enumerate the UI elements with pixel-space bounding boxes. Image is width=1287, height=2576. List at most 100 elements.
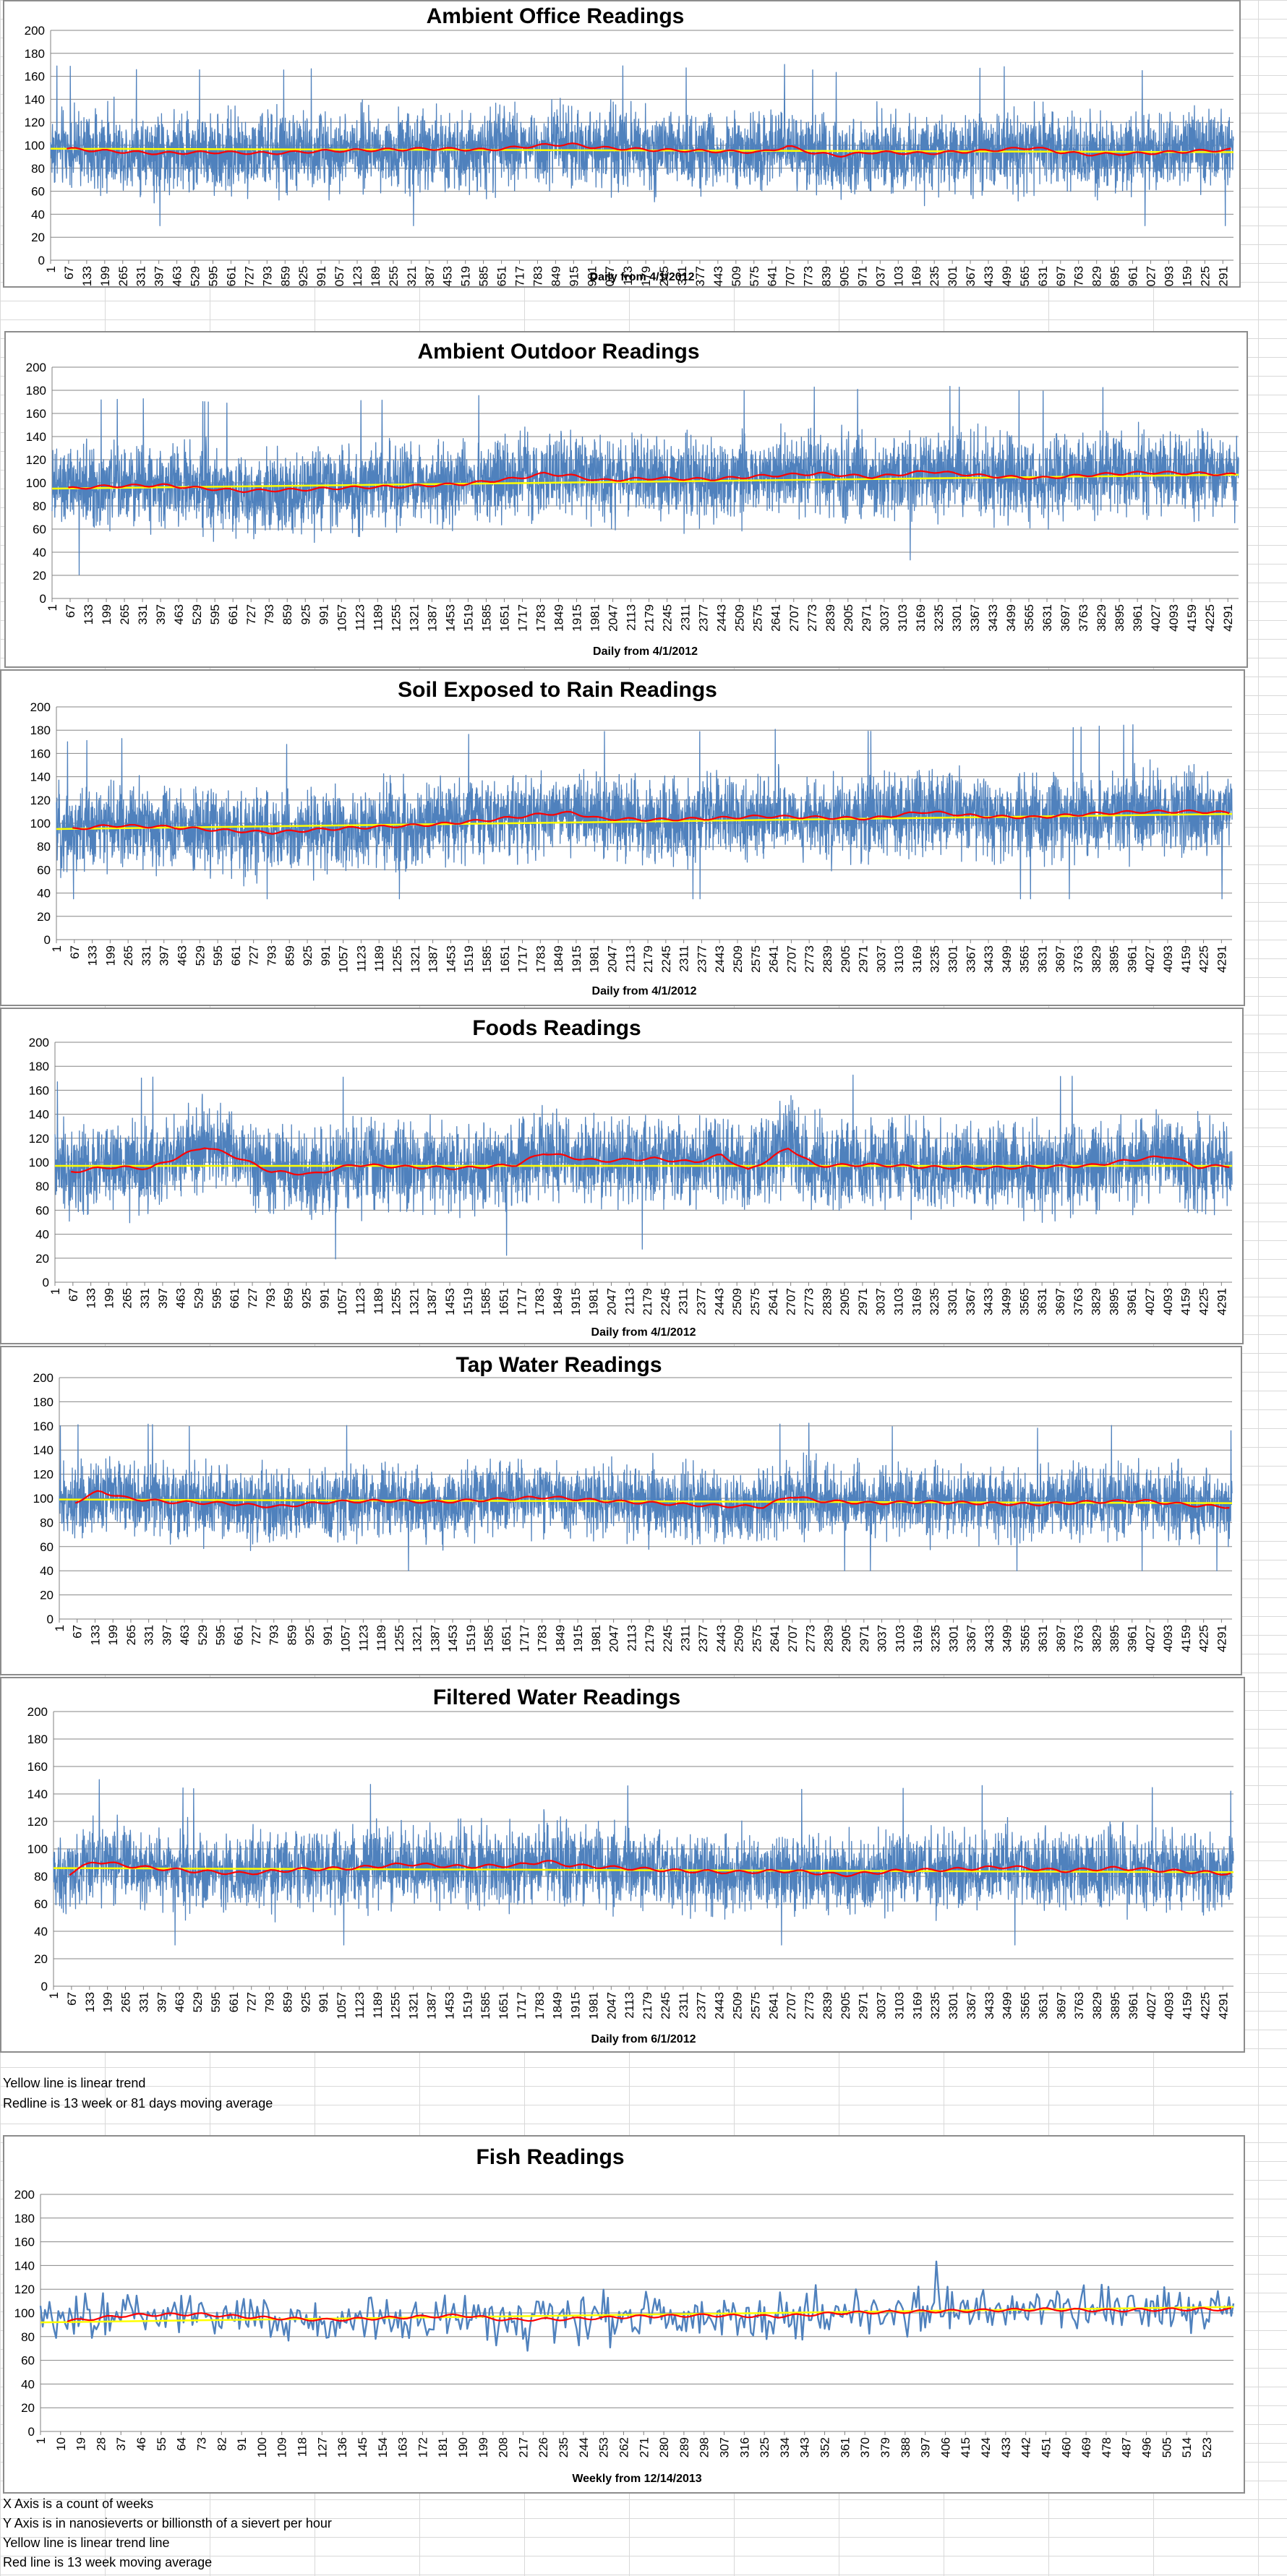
filtered-water-readings-y-tick-label: 60 [34,1897,48,1911]
tap-water-readings-x-tick-label: 3829 [1090,1625,1103,1652]
ambient-outdoor-readings-x-tick-label: 2707 [787,604,801,632]
chart-ambient-office-svg: Ambient Office Readings02040608010012014… [25,4,1234,286]
soil-exposed-to-rain-readings-x-tick-label: 2839 [821,945,834,973]
tap-water-readings-x-tick-label: 2245 [661,1625,675,1652]
foods-readings-x-tick-label: 2245 [659,1288,672,1315]
filtered-water-readings-x-tick-label: 2575 [748,1992,762,2019]
ambient-outdoor-readings-x-tick-label: 4159 [1185,604,1199,632]
foods-readings-y-tick-label: 140 [29,1108,49,1122]
filtered-water-readings-x-tick-label: 2971 [857,1992,871,2019]
soil-exposed-to-rain-readings-x-tick-label: 4291 [1215,945,1228,973]
tap-water-readings-x-tick-label: 331 [142,1625,156,1645]
ambient-outdoor-readings-x-tick-label: 397 [154,604,168,624]
ambient-office-readings-x-tick-label: 1915 [567,266,581,286]
soil-exposed-to-rain-readings-x-tick-label: 1123 [354,945,368,972]
ambient-outdoor-readings-x-tick-label: 2113 [625,604,638,631]
ambient-outdoor-readings-readings-line [51,385,1239,575]
ambient-outdoor-readings-y-tick-label: 140 [26,430,46,444]
ambient-office-readings-x-tick-label: 1651 [495,266,509,286]
foods-readings-x-tick-label: 3037 [874,1288,888,1315]
foods-readings-x-tick-label: 727 [246,1288,260,1308]
ambient-office-readings-x-tick-label: 1321 [405,266,419,286]
foods-readings-x-tick-label: 1651 [497,1288,511,1315]
ambient-office-readings-x-tick-label: 793 [260,266,274,286]
ambient-office-readings-x-tick-label: 2905 [837,266,851,286]
foods-readings-x-tick-label: 1255 [390,1288,403,1315]
tap-water-readings-x-tick-label: 1783 [536,1625,550,1652]
foods-readings-x-tick-label: 4159 [1179,1288,1193,1315]
fish-readings-x-tick-label: 1 [34,2437,48,2444]
ambient-outdoor-readings-x-tick-label: 1717 [516,604,529,632]
fish-readings-y-tick-label: 100 [14,2306,35,2320]
soil-exposed-to-rain-readings-x-tick-label: 397 [158,945,171,966]
tap-water-readings-readings-line [59,1422,1233,1571]
tap-water-readings-x-tick-label: 2179 [643,1625,657,1652]
soil-exposed-to-rain-readings-y-tick-label: 120 [30,794,51,807]
ambient-office-readings-x-tick-label: 1519 [459,266,473,286]
tap-water-readings-x-tick-label: 1387 [428,1625,442,1652]
tap-water-readings-x-tick-label: 3367 [965,1625,978,1652]
ambient-outdoor-readings-y-tick-label: 40 [33,546,46,559]
ambient-outdoor-readings-x-tick-label: 4225 [1203,604,1217,632]
foods-readings-x-tick-label: 463 [174,1288,188,1308]
fish-readings-y-tick-label: 20 [21,2401,35,2415]
ambient-outdoor-readings-x-tick-label: 1519 [461,604,475,632]
foods-readings-x-tick-label: 3763 [1072,1288,1085,1315]
ambient-outdoor-readings-x-tick-label: 3763 [1077,604,1090,632]
soil-exposed-to-rain-readings-x-tick-label: 2377 [695,945,709,973]
soil-exposed-to-rain-readings-y-tick-label: 200 [30,700,51,714]
fish-readings-x-tick-label: 190 [456,2437,470,2457]
soil-exposed-to-rain-readings-x-tick-label: 4027 [1143,945,1157,973]
ambient-office-readings-y-tick-label: 0 [38,254,45,267]
filtered-water-readings-x-tick-label: 2311 [677,1992,690,2019]
ambient-office-readings-x-tick-label: 1981 [585,266,599,286]
ambient-outdoor-readings-y-tick-label: 20 [33,569,46,583]
foods-readings-x-tick-label: 595 [210,1288,223,1308]
filtered-water-readings-x-tick-label: 595 [209,1992,223,2012]
ambient-office-readings-x-tick-label: 67 [62,266,76,280]
fish-readings-y-tick-label: 180 [14,2212,35,2225]
ambient-office-readings-x-tick-label: 3367 [964,266,978,286]
ambient-outdoor-readings-x-tick-label: 991 [317,604,330,624]
soil-exposed-to-rain-readings-x-tick-label: 265 [121,945,135,966]
tap-water-readings-x-tick-label: 3169 [911,1625,925,1652]
fish-readings-x-tick-label: 451 [1039,2437,1053,2457]
foods-readings-x-tick-label: 2773 [802,1288,816,1315]
foods-readings-x-tick-label: 1981 [587,1288,601,1315]
foods-readings-x-tick-label: 4291 [1215,1288,1228,1315]
filtered-water-readings-x-tick-label: 3169 [910,1992,924,2019]
fish-readings-x-tick-label: 253 [597,2437,611,2457]
note-daily-moving-average: Redline is 13 week or 81 days moving ave… [3,2096,273,2111]
fish-readings-x-tick-label: 163 [396,2437,410,2457]
soil-exposed-to-rain-readings-x-tick-label: 1783 [534,945,547,973]
soil-exposed-to-rain-readings-x-tick-label: 4093 [1161,945,1175,973]
ambient-office-readings-x-tick-label: 1453 [441,266,455,286]
ambient-outdoor-readings-x-tick-label: 4291 [1221,604,1235,632]
filtered-water-readings-y-tick-label: 0 [41,1980,48,1993]
soil-exposed-to-rain-readings-x-tick-label: 1519 [462,945,476,973]
fish-readings-x-tick-label: 91 [235,2437,249,2451]
foods-readings-y-tick-label: 160 [29,1083,49,1097]
note-daily-trend: Yellow line is linear trend [3,2076,146,2090]
filtered-water-readings-x-tick-label: 3961 [1126,1992,1140,2019]
ambient-office-readings-x-tick-label: 2377 [693,266,707,286]
ambient-outdoor-readings-x-tick-label: 2971 [860,604,873,632]
tap-water-readings-y-tick-label: 140 [33,1443,54,1457]
filtered-water-readings-x-tick-label: 4225 [1198,1992,1212,2019]
ambient-outdoor-readings-x-tick-label: 2839 [824,604,837,632]
filtered-water-readings-x-tick-label: 2707 [784,1992,798,2019]
foods-readings-x-tick-label: 3499 [999,1288,1013,1315]
filtered-water-readings-title: Filtered Water Readings [433,1686,680,1709]
ambient-office-readings-x-tick-label: 2641 [766,266,779,286]
filtered-water-readings-x-tick-label: 1321 [407,1992,421,2019]
filtered-water-readings-y-tick-label: 160 [27,1760,48,1774]
fish-readings-y-tick-label: 200 [14,2188,35,2202]
foods-readings-title: Foods Readings [472,1016,641,1040]
tap-water-readings-x-tick-label: 4225 [1197,1625,1211,1652]
soil-exposed-to-rain-readings-x-tick-label: 3829 [1090,945,1103,973]
soil-exposed-to-rain-readings-x-tick-label: 991 [319,945,333,966]
soil-exposed-to-rain-readings-y-tick-label: 60 [37,863,51,877]
foods-readings-x-tick-label: 4027 [1143,1288,1157,1315]
filtered-water-readings-x-tick-label: 3433 [983,1992,996,2019]
fish-readings-x-tick-label: 460 [1059,2437,1073,2457]
